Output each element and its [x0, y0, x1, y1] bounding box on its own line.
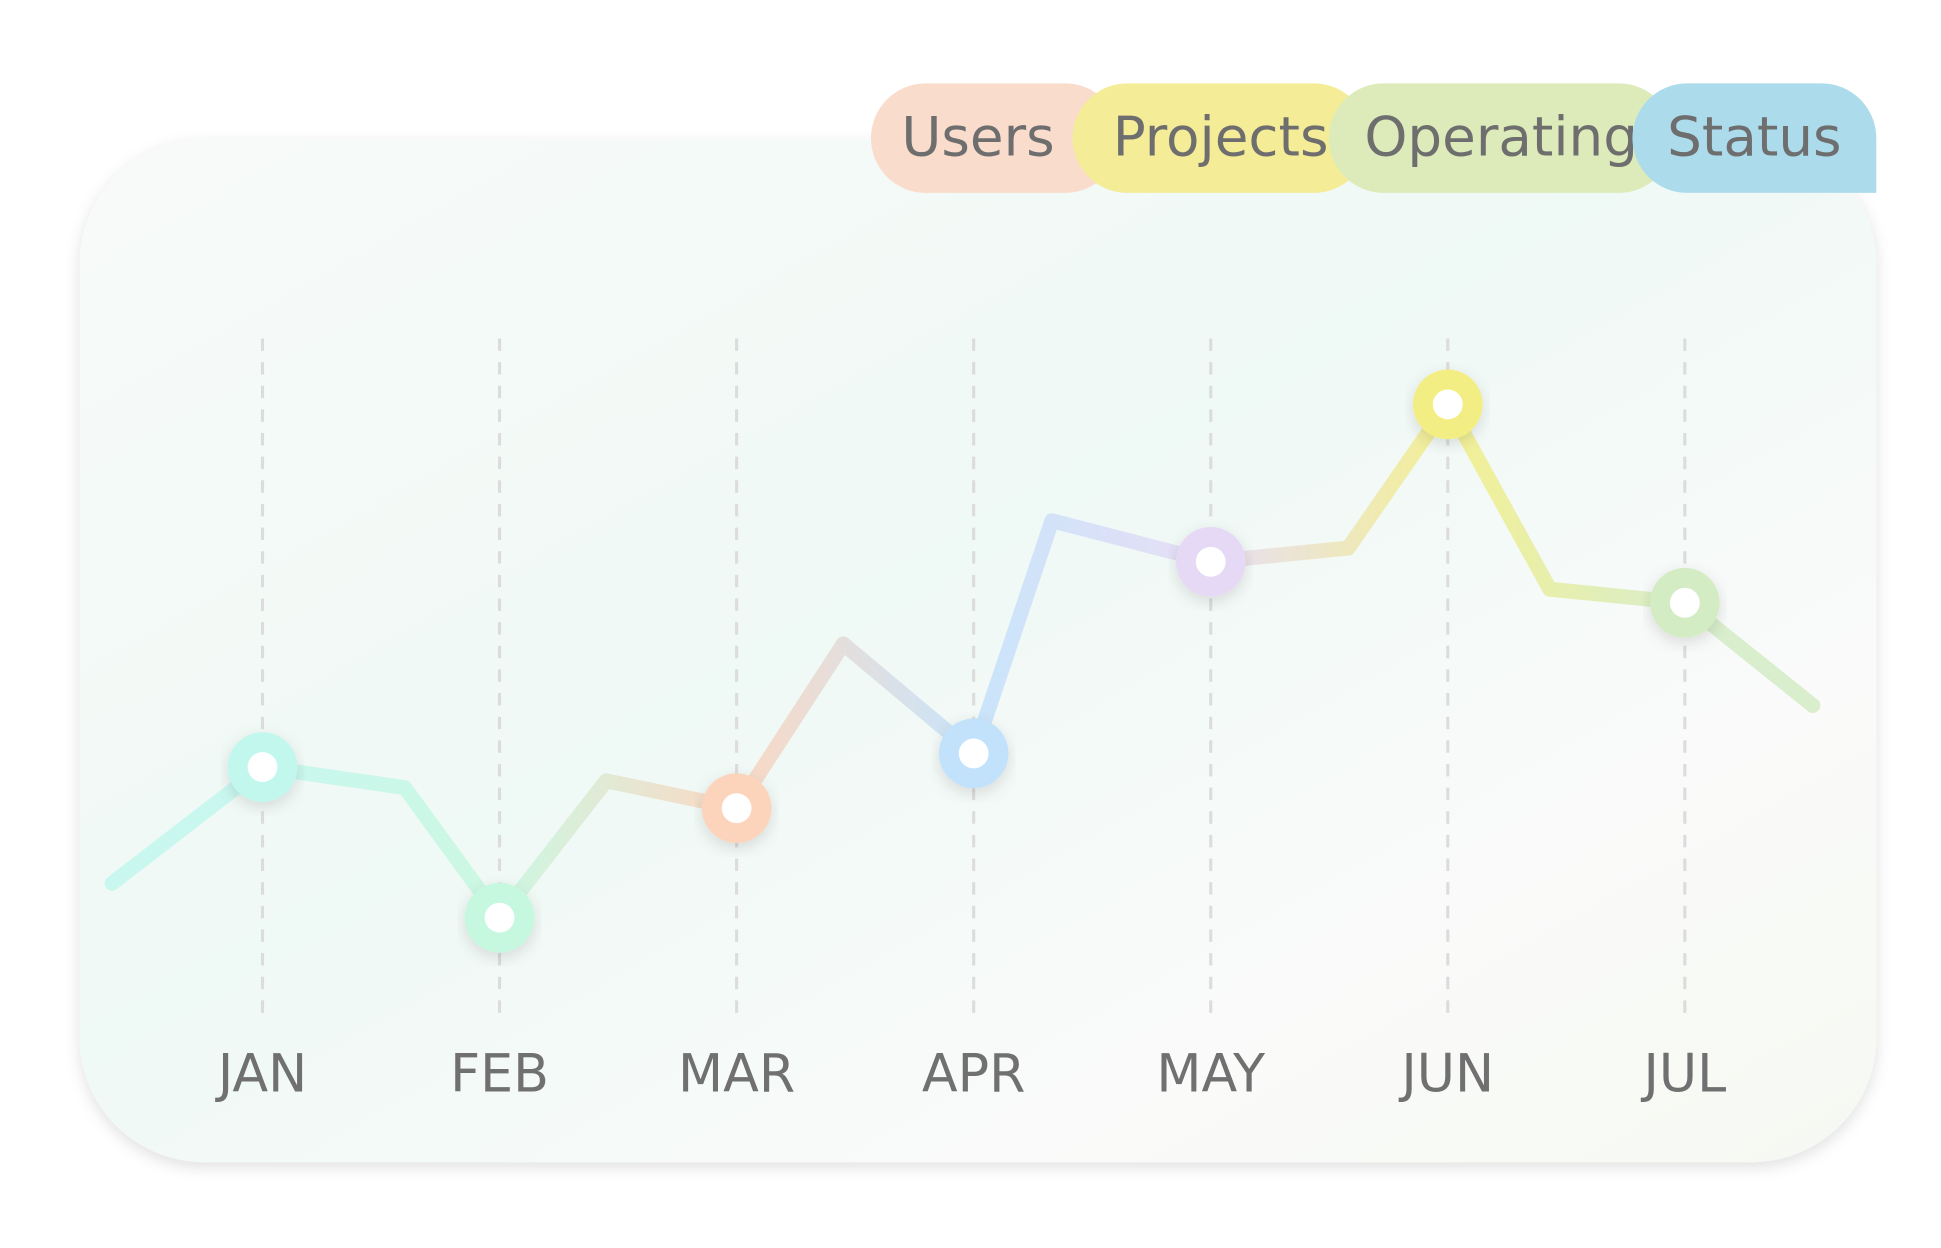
x-tick-label: APR: [922, 1045, 1026, 1105]
marker: [701, 773, 772, 843]
tab[interactable]: Projects: [1072, 83, 1369, 193]
marker: [1412, 369, 1483, 440]
tab-label: Status: [1667, 105, 1841, 169]
marker-center: [958, 738, 989, 769]
x-tick-label: JUN: [1398, 1045, 1494, 1105]
marker-center: [1669, 587, 1700, 618]
tab-bg: [1632, 83, 1877, 193]
x-tick-label: JUL: [1640, 1045, 1726, 1105]
x-tick-label: MAR: [678, 1045, 795, 1105]
tab-bg: [1072, 83, 1369, 193]
marker-center: [247, 752, 278, 783]
x-tick-label: FEB: [450, 1045, 549, 1105]
marker-center: [484, 902, 515, 933]
marker: [1649, 568, 1720, 638]
marker-center: [721, 793, 752, 824]
plot: [104, 369, 1821, 953]
marker: [938, 718, 1009, 789]
x-tick-label: MAY: [1156, 1045, 1266, 1105]
x-tick-label: JAN: [215, 1045, 307, 1105]
marker: [1175, 526, 1246, 597]
tab-label: Projects: [1113, 105, 1329, 169]
tab[interactable]: Status: [1632, 83, 1877, 193]
tab[interactable]: Operating: [1328, 83, 1674, 193]
marker-center: [1432, 389, 1463, 420]
tab[interactable]: Users: [870, 83, 1120, 193]
tabs: Users Projects Operating Status: [870, 83, 1877, 193]
marker: [227, 732, 298, 802]
marker-center: [1195, 546, 1226, 577]
tab-bg: [1328, 83, 1674, 193]
tab-bg: [870, 83, 1120, 193]
marker: [464, 882, 535, 953]
tab-label: Operating: [1364, 105, 1638, 169]
tab-label: Users: [901, 105, 1054, 169]
card: [79, 139, 1877, 1163]
